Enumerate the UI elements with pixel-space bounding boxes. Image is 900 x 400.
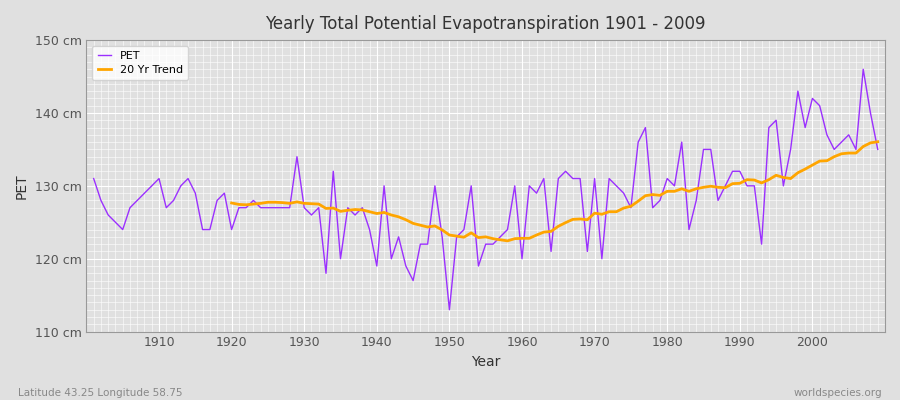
20 Yr Trend [313,202,324,206]
20 Yr Trend [422,225,433,230]
PET [858,67,868,72]
Line: PET: PET [94,69,878,310]
PET [524,184,535,188]
20 Yr Trend [785,176,796,181]
Line: 20 Yr Trend: 20 Yr Trend [231,142,878,241]
20 Yr Trend [850,151,861,156]
PET [872,147,883,152]
PET [517,256,527,261]
Y-axis label: PET: PET [15,173,29,199]
Text: Latitude 43.25 Longitude 58.75: Latitude 43.25 Longitude 58.75 [18,388,183,398]
PET [147,184,158,188]
Title: Yearly Total Potential Evapotranspiration 1901 - 2009: Yearly Total Potential Evapotranspiratio… [266,15,706,33]
PET [306,212,317,217]
20 Yr Trend [872,139,883,144]
Text: worldspecies.org: worldspecies.org [794,388,882,398]
PET [611,184,622,188]
PET [88,176,99,181]
X-axis label: Year: Year [471,355,500,369]
20 Yr Trend [770,173,781,178]
20 Yr Trend [684,189,695,194]
PET [349,212,360,217]
PET [444,307,454,312]
20 Yr Trend [226,200,237,205]
Legend: PET, 20 Yr Trend: PET, 20 Yr Trend [92,46,188,80]
20 Yr Trend [502,238,513,243]
